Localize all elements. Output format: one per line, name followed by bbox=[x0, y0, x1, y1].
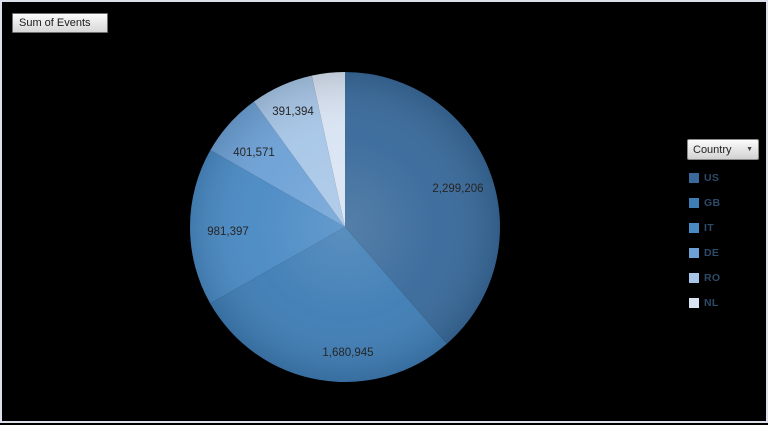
legend-item-gb: GB bbox=[687, 190, 763, 215]
legend-label-us: US bbox=[704, 171, 720, 184]
country-filter-label: Country bbox=[693, 143, 732, 156]
legend-swatch-it bbox=[689, 222, 699, 233]
country-filter-button[interactable]: Country ▼ bbox=[687, 139, 759, 160]
legend-item-nl: NL bbox=[687, 290, 763, 315]
legend-swatch-gb bbox=[689, 197, 699, 208]
data-label-de: 401,571 bbox=[233, 147, 275, 159]
legend-label-de: DE bbox=[704, 246, 720, 259]
legend-label-ro: RO bbox=[704, 271, 721, 284]
data-label-it: 981,397 bbox=[207, 226, 249, 238]
dropdown-arrow-icon: ▼ bbox=[746, 146, 753, 153]
legend-item-it: IT bbox=[687, 215, 763, 240]
legend-swatch-nl bbox=[689, 297, 699, 308]
data-label-us: 2,299,206 bbox=[432, 183, 483, 195]
legend-item-ro: RO bbox=[687, 265, 763, 290]
legend-label-nl: NL bbox=[704, 296, 719, 309]
legend-label-gb: GB bbox=[704, 196, 721, 209]
sum-of-events-field-button[interactable]: Sum of Events bbox=[12, 13, 108, 33]
legend-label-it: IT bbox=[704, 221, 714, 234]
legend-item-us: US bbox=[687, 165, 763, 190]
legend-items: US GB IT DE RO NL bbox=[687, 165, 763, 315]
data-label-gb: 1,680,945 bbox=[322, 347, 373, 359]
legend-item-de: DE bbox=[687, 240, 763, 265]
legend: Country ▼ US GB IT DE RO NL bbox=[687, 139, 763, 315]
legend-swatch-de bbox=[689, 247, 699, 258]
legend-swatch-ro bbox=[689, 272, 699, 283]
data-label-ro: 391,394 bbox=[272, 106, 314, 118]
legend-swatch-us bbox=[689, 172, 699, 183]
